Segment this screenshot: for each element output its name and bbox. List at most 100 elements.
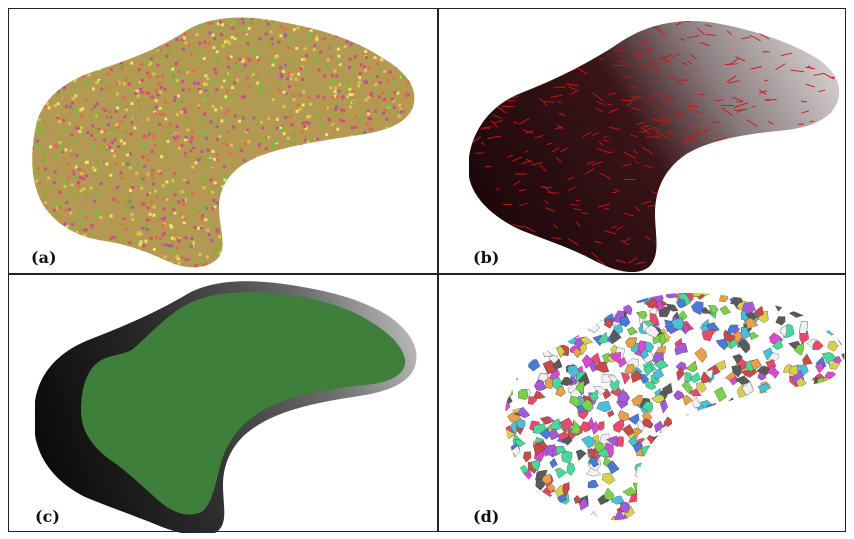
noise-speck: [129, 189, 132, 192]
noise-speck: [39, 96, 43, 100]
mosaic-segment: [540, 502, 553, 515]
noise-speck: [61, 143, 65, 147]
stream-segment: [805, 66, 816, 70]
noise-speck: [56, 116, 60, 120]
mosaic-segment: [672, 451, 681, 466]
noise-speck: [219, 33, 223, 37]
noise-speck: [387, 174, 391, 177]
noise-speck: [216, 56, 220, 60]
noise-speck: [107, 60, 111, 64]
mosaic-segment: [594, 361, 609, 373]
noise-speck: [391, 77, 395, 81]
mosaic-segment: [558, 330, 569, 339]
mosaic-segment: [837, 282, 844, 292]
noise-speck: [149, 259, 152, 263]
mosaic-segment: [672, 508, 683, 517]
stream-segment: [751, 105, 756, 108]
stream-segment: [485, 165, 492, 167]
noise-speck: [154, 132, 158, 136]
noise-speck: [330, 135, 334, 139]
noise-speck: [298, 237, 302, 241]
noise-speck: [412, 149, 415, 153]
mosaic-segment: [719, 293, 728, 303]
noise-speck: [199, 266, 203, 268]
noise-speck: [233, 188, 237, 192]
noise-speck: [245, 32, 249, 36]
noise-speck: [338, 157, 342, 161]
mosaic-segment: [799, 438, 813, 447]
stream-segment: [560, 147, 569, 153]
noise-speck: [214, 108, 218, 112]
noise-speck: [219, 106, 223, 110]
noise-speck: [389, 17, 393, 20]
mosaic-segment: [652, 333, 662, 345]
noise-speck: [380, 58, 384, 62]
noise-speck: [234, 61, 238, 65]
stream-segment: [721, 188, 728, 192]
noise-speck: [294, 168, 298, 172]
noise-speck: [297, 247, 301, 251]
noise-speck: [43, 206, 47, 210]
noise-speck: [314, 85, 318, 88]
mosaic-segment: [811, 499, 823, 511]
noise-speck: [223, 175, 227, 179]
noise-speck: [318, 22, 322, 26]
noise-speck: [173, 211, 177, 215]
mosaic-segment: [505, 298, 513, 313]
noise-speck: [108, 146, 112, 150]
stream-segment: [731, 96, 744, 102]
noise-speck: [415, 246, 418, 249]
mosaic-segment: [833, 433, 845, 443]
noise-speck: [348, 87, 352, 91]
mosaic-segment: [505, 351, 518, 364]
noise-speck: [76, 17, 80, 20]
noise-speck: [348, 157, 352, 160]
noise-speck: [127, 49, 130, 53]
mosaic-segment: [730, 449, 744, 462]
noise-speck: [385, 71, 389, 74]
noise-speck: [131, 186, 135, 189]
noise-speck: [84, 66, 88, 70]
noise-speck: [84, 271, 87, 273]
stream-segment: [685, 183, 697, 190]
noise-speck: [206, 93, 210, 97]
stream-segment: [551, 237, 562, 240]
noise-speck: [308, 219, 312, 223]
noise-speck: [126, 150, 130, 154]
noise-speck: [211, 190, 214, 194]
noise-speck: [319, 195, 323, 199]
mosaic-segment: [505, 333, 515, 341]
noise-speck: [411, 26, 415, 30]
noise-speck: [226, 96, 230, 99]
noise-speck: [36, 139, 40, 143]
mosaic-segment: [691, 293, 705, 297]
mosaic-segment: [512, 319, 523, 330]
mosaic-segment: [505, 298, 513, 313]
noise-speck: [217, 270, 220, 273]
noise-speck: [49, 66, 53, 69]
panel-a: (a): [9, 9, 437, 273]
noise-speck: [216, 183, 220, 187]
noise-speck: [273, 261, 277, 265]
noise-speck: [301, 103, 305, 107]
mosaic-segment: [838, 474, 845, 483]
noise-speck: [393, 174, 397, 177]
stream-segment: [651, 119, 666, 122]
noise-speck: [129, 192, 133, 196]
noise-speck: [301, 17, 305, 21]
noise-speck: [189, 127, 193, 131]
noise-speck: [74, 237, 78, 241]
stream-segment: [802, 234, 813, 245]
noise-speck: [379, 182, 382, 185]
stream-segment: [641, 200, 652, 205]
noise-speck: [307, 199, 311, 203]
noise-speck: [103, 129, 107, 133]
stream-segment: [556, 257, 563, 260]
mosaic-segment: [749, 359, 762, 371]
stream-segment: [749, 200, 758, 205]
noise-speck: [316, 208, 320, 212]
noise-speck: [63, 215, 67, 219]
noise-speck: [45, 102, 49, 106]
noise-speck: [373, 56, 377, 60]
noise-speck: [395, 159, 398, 163]
